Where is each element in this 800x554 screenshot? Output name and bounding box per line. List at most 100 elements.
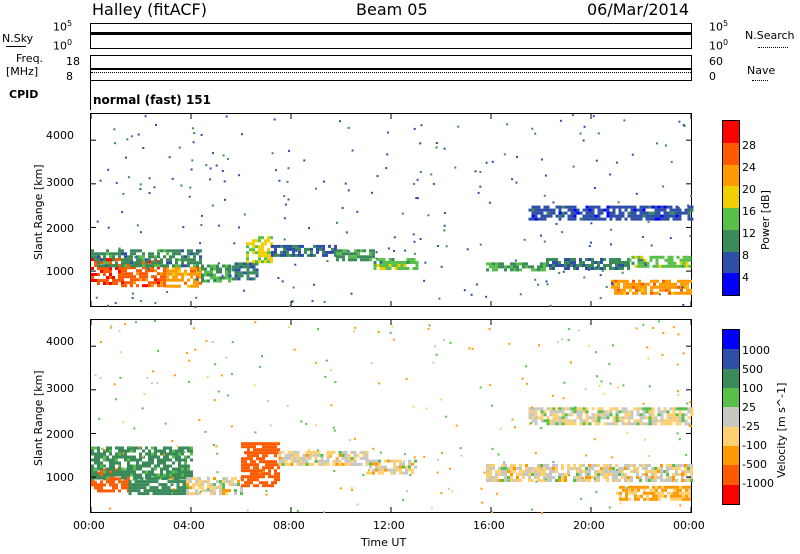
power-cell xyxy=(163,249,166,253)
velocity-cell xyxy=(615,476,618,479)
velocity-cell xyxy=(341,456,345,460)
power-cell xyxy=(157,284,160,288)
power-cell xyxy=(652,255,656,259)
velocity-cell xyxy=(621,473,624,476)
velocity-cell xyxy=(658,485,661,489)
velocity-cell xyxy=(311,450,315,454)
velocity-cell xyxy=(573,407,577,411)
velocity-cell xyxy=(576,476,579,479)
power-cell xyxy=(489,262,492,266)
power-cell xyxy=(406,267,410,270)
velocity-cell xyxy=(112,489,115,493)
velocity-cell xyxy=(187,464,190,468)
velocity-cell xyxy=(163,464,166,468)
power-cell xyxy=(633,217,637,221)
power-speckle xyxy=(99,179,102,182)
power-cell xyxy=(564,261,567,264)
velocity-cell xyxy=(353,450,357,454)
power-cell xyxy=(683,282,686,286)
velocity-cell xyxy=(154,452,157,456)
power-cell xyxy=(627,267,630,270)
velocity-cell xyxy=(684,407,688,411)
power-cell xyxy=(255,245,258,249)
power-cell xyxy=(213,264,216,268)
power-cell xyxy=(576,267,579,270)
power-cell xyxy=(334,253,337,257)
power-cell xyxy=(139,258,142,262)
power-cell xyxy=(597,267,600,270)
velocity-cb-tick-m1000: -1000 xyxy=(742,477,774,490)
power-cell xyxy=(94,273,97,276)
velocity-cell xyxy=(160,473,163,477)
power-cell xyxy=(657,208,661,212)
velocity-cell xyxy=(189,477,192,481)
velocity-cell xyxy=(396,465,399,469)
velocity-cell xyxy=(564,413,568,417)
xtick-0000: 00:00 xyxy=(73,519,105,532)
velocity-speckle xyxy=(296,509,299,512)
velocity-speckle xyxy=(677,393,680,396)
velocity-cell xyxy=(609,410,613,414)
velocity-cell xyxy=(628,488,631,492)
velocity-cell xyxy=(621,410,625,414)
velocity-cell xyxy=(636,419,640,423)
freq-tick-top: 18 xyxy=(66,55,80,68)
power-speckle xyxy=(419,238,422,240)
velocity-cell xyxy=(402,462,405,466)
velocity-speckle xyxy=(491,447,494,450)
power-cell xyxy=(630,205,634,209)
power-cell xyxy=(160,278,163,282)
power-cell xyxy=(403,261,407,264)
power-cell xyxy=(549,258,552,261)
power-cell xyxy=(345,252,348,256)
power-cell xyxy=(655,255,659,259)
power-cell xyxy=(261,245,264,249)
power-cell xyxy=(261,236,264,240)
velocity-speckle xyxy=(269,424,272,427)
velocity-cell xyxy=(124,452,127,456)
velocity-cell xyxy=(198,483,201,487)
power-cell xyxy=(121,272,124,276)
velocity-cell xyxy=(637,497,640,501)
velocity-cell xyxy=(293,453,297,457)
power-cell xyxy=(124,252,127,256)
power-cell xyxy=(516,268,519,272)
power-cell xyxy=(682,255,686,259)
power-cell xyxy=(591,258,594,261)
power-cell xyxy=(121,249,124,253)
velocity-cell xyxy=(612,476,615,479)
power-speckle xyxy=(139,188,142,190)
velocity-cell xyxy=(609,407,613,411)
power-cell xyxy=(492,265,495,269)
velocity-speckle xyxy=(581,477,584,480)
power-cell xyxy=(654,205,658,209)
power-cell xyxy=(603,264,606,267)
velocity-cell xyxy=(274,478,277,482)
power-cell xyxy=(112,282,115,285)
power-cell xyxy=(683,279,686,283)
power-cell xyxy=(351,258,354,262)
power-cell xyxy=(394,261,398,264)
velocity-cell xyxy=(320,456,324,460)
velocity-speckle xyxy=(596,375,598,378)
power-speckle xyxy=(271,152,274,155)
power-cell xyxy=(163,255,166,259)
velocity-speckle xyxy=(689,401,692,404)
velocity-speckle xyxy=(370,362,373,365)
velocity-speckle xyxy=(460,454,463,457)
power-cell xyxy=(656,285,659,289)
velocity-speckle xyxy=(141,407,144,410)
velocity-cell xyxy=(564,416,568,420)
power-cell xyxy=(157,261,160,265)
velocity-cell xyxy=(660,464,663,467)
power-cell xyxy=(354,258,357,262)
power-cell xyxy=(618,264,621,267)
velocity-speckle xyxy=(530,406,533,409)
power-cell xyxy=(663,214,667,218)
velocity-speckle xyxy=(150,382,153,385)
velocity-cell xyxy=(543,464,546,467)
power-cell xyxy=(190,249,193,253)
velocity-cell xyxy=(94,467,97,471)
power-speckle xyxy=(423,279,426,282)
power-cell xyxy=(184,255,187,259)
